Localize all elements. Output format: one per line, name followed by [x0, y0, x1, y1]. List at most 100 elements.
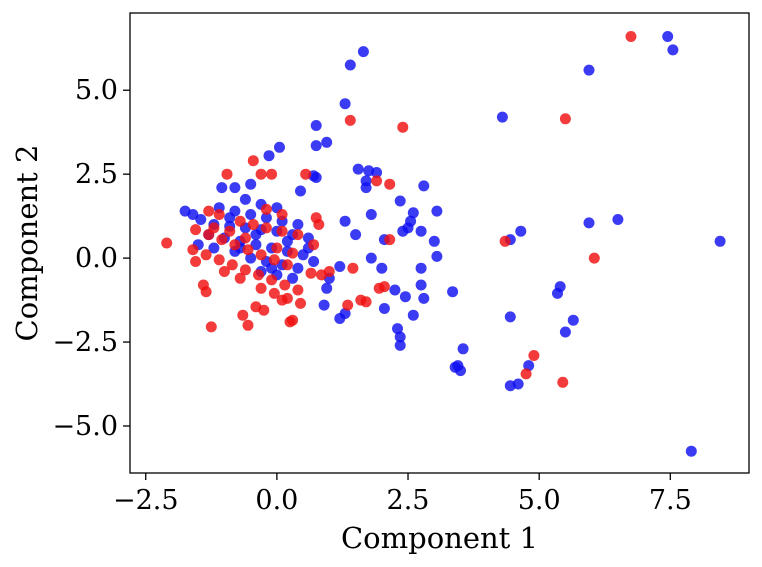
scatter-point-series-0-54 [552, 287, 563, 299]
scatter-point-series-0-11 [263, 150, 275, 162]
scatter-point-series-0-23 [216, 182, 228, 194]
scatter-point-series-1-52 [342, 299, 354, 311]
scatter-point-series-0-50 [418, 292, 430, 304]
scatter-point-series-0-107 [394, 339, 406, 351]
scatter-point-series-1-66 [557, 376, 569, 388]
scatter-point-series-1-4 [247, 155, 259, 167]
scatter-point-series-1-37 [255, 282, 267, 294]
x-axis-label: Component 1 [341, 521, 538, 555]
scatter-point-series-0-83 [292, 262, 304, 274]
scatter-point-series-1-30 [213, 254, 225, 266]
scatter-point-series-0-40 [714, 235, 726, 247]
scatter-point-series-1-20 [190, 224, 202, 236]
scatter-point-series-0-98 [281, 235, 293, 247]
scatter-point-series-1-22 [216, 234, 228, 246]
y-tick-label: −2.5 [52, 327, 118, 358]
scatter-point-series-0-42 [365, 252, 377, 264]
y-tick-label: 0.0 [75, 243, 118, 274]
scatter-point-series-1-7 [300, 168, 312, 180]
scatter-point-series-0-61 [318, 299, 330, 311]
scatter-point-series-1-43 [200, 286, 212, 298]
scatter-point-series-0-96 [224, 212, 236, 224]
scatter-point-series-0-56 [407, 309, 419, 321]
scatter-point-series-0-18 [360, 182, 372, 194]
scatter-point-series-1-49 [276, 294, 288, 306]
y-tick-label: 2.5 [75, 159, 118, 190]
scatter-point-series-1-73 [308, 239, 320, 251]
scatter-point-series-1-35 [279, 279, 291, 291]
scatter-point-series-0-63 [187, 209, 199, 220]
scatter-point-series-0-33 [397, 225, 409, 237]
x-tick-label: 7.5 [649, 485, 692, 516]
scatter-point-series-1-44 [205, 321, 217, 333]
scatter-point-series-1-67 [224, 225, 236, 237]
scatter-point-series-0-114 [504, 380, 516, 392]
scatter-point-series-1-74 [313, 219, 325, 230]
scatter-point-series-0-44 [334, 261, 346, 272]
scatter-point-series-0-26 [365, 209, 377, 220]
scatter-point-series-1-8 [221, 168, 233, 180]
scatter-point-series-1-40 [295, 297, 306, 309]
scatter-point-series-0-104 [308, 256, 320, 267]
scatter-point-series-0-12 [352, 163, 364, 175]
scatter-point-series-0-55 [378, 303, 390, 314]
scatter-point-series-1-59 [323, 266, 335, 277]
scatter-point-series-0-92 [292, 219, 304, 230]
scatter-point-series-0-52 [399, 291, 411, 303]
scatter-point-series-0-24 [394, 195, 406, 207]
scatter-point-series-0-7 [310, 120, 322, 131]
scatter-point-series-1-38 [268, 287, 280, 299]
scatter-point-series-1-45 [237, 309, 249, 321]
scatter-point-series-0-20 [245, 178, 257, 190]
scatter-point-series-1-57 [305, 267, 317, 279]
scatter-point-series-1-9 [371, 175, 383, 187]
scatter-point-series-1-34 [266, 274, 278, 286]
scatter-point-series-1-18 [292, 229, 304, 241]
scatter-point-series-1-63 [588, 252, 600, 264]
scatter-point-series-0-80 [245, 252, 257, 264]
y-tick-label: −5.0 [52, 411, 118, 442]
scatter-point-series-1-23 [229, 239, 241, 251]
x-axis: −2.5 0.0 2.5 5.0 7.5 [113, 473, 692, 516]
scatter-point-series-0-47 [321, 282, 333, 294]
scatter-point-series-0-1 [667, 44, 679, 56]
scatter-point-series-0-116 [685, 445, 697, 457]
scatter-point-series-1-46 [242, 319, 254, 331]
scatter-point-series-1-77 [208, 222, 220, 234]
scatter-point-series-1-33 [253, 269, 264, 281]
scatter-point-series-1-65 [520, 368, 532, 380]
scatter-point-series-0-31 [612, 214, 624, 225]
scatter-point-series-0-64 [195, 214, 207, 225]
scatter-point-series-1-1 [344, 114, 356, 126]
scatter-point-series-1-6 [266, 168, 278, 180]
scatter-point-series-1-3 [397, 121, 409, 133]
scatter-point-series-0-21 [229, 182, 241, 194]
scatter-point-series-0-43 [376, 262, 388, 274]
x-tick-label: 2.5 [387, 485, 430, 516]
scatter-point-series-1-16 [260, 222, 272, 234]
scatter-point-series-0-14 [371, 167, 383, 178]
scatter-point-series-1-25 [255, 249, 267, 261]
scatter-point-series-0-16 [310, 172, 322, 183]
scatter-point-series-1-13 [213, 209, 225, 220]
y-axis: −5.0 −2.5 0.0 2.5 5.0 [52, 75, 130, 442]
scatter-point-series-0-93 [239, 193, 251, 205]
scatter-point-series-1-32 [239, 264, 251, 276]
scatter-point-series-0-103 [208, 242, 220, 254]
scatter-point-series-0-45 [415, 262, 427, 274]
scatter-point-series-0-60 [334, 313, 346, 324]
plot-area-frame [129, 12, 750, 474]
scatter-point-series-0-36 [515, 225, 527, 237]
scatter-point-series-1-56 [373, 282, 385, 294]
scatter-point-series-1-76 [276, 209, 288, 220]
scatter-point-series-1-61 [384, 234, 396, 246]
scatter-point-series-1-64 [528, 350, 540, 361]
scatter-point-series-0-19 [418, 180, 430, 192]
y-axis-label: Component 2 [10, 144, 44, 341]
scatter-point-series-0-58 [567, 314, 579, 326]
scatter-point-series-1-26 [268, 254, 280, 266]
scatter-point-series-0-97 [250, 229, 262, 241]
scatter-point-series-1-5 [255, 168, 267, 180]
scatter-point-series-1-62 [499, 235, 511, 247]
scatter-point-series-0-22 [295, 185, 306, 197]
